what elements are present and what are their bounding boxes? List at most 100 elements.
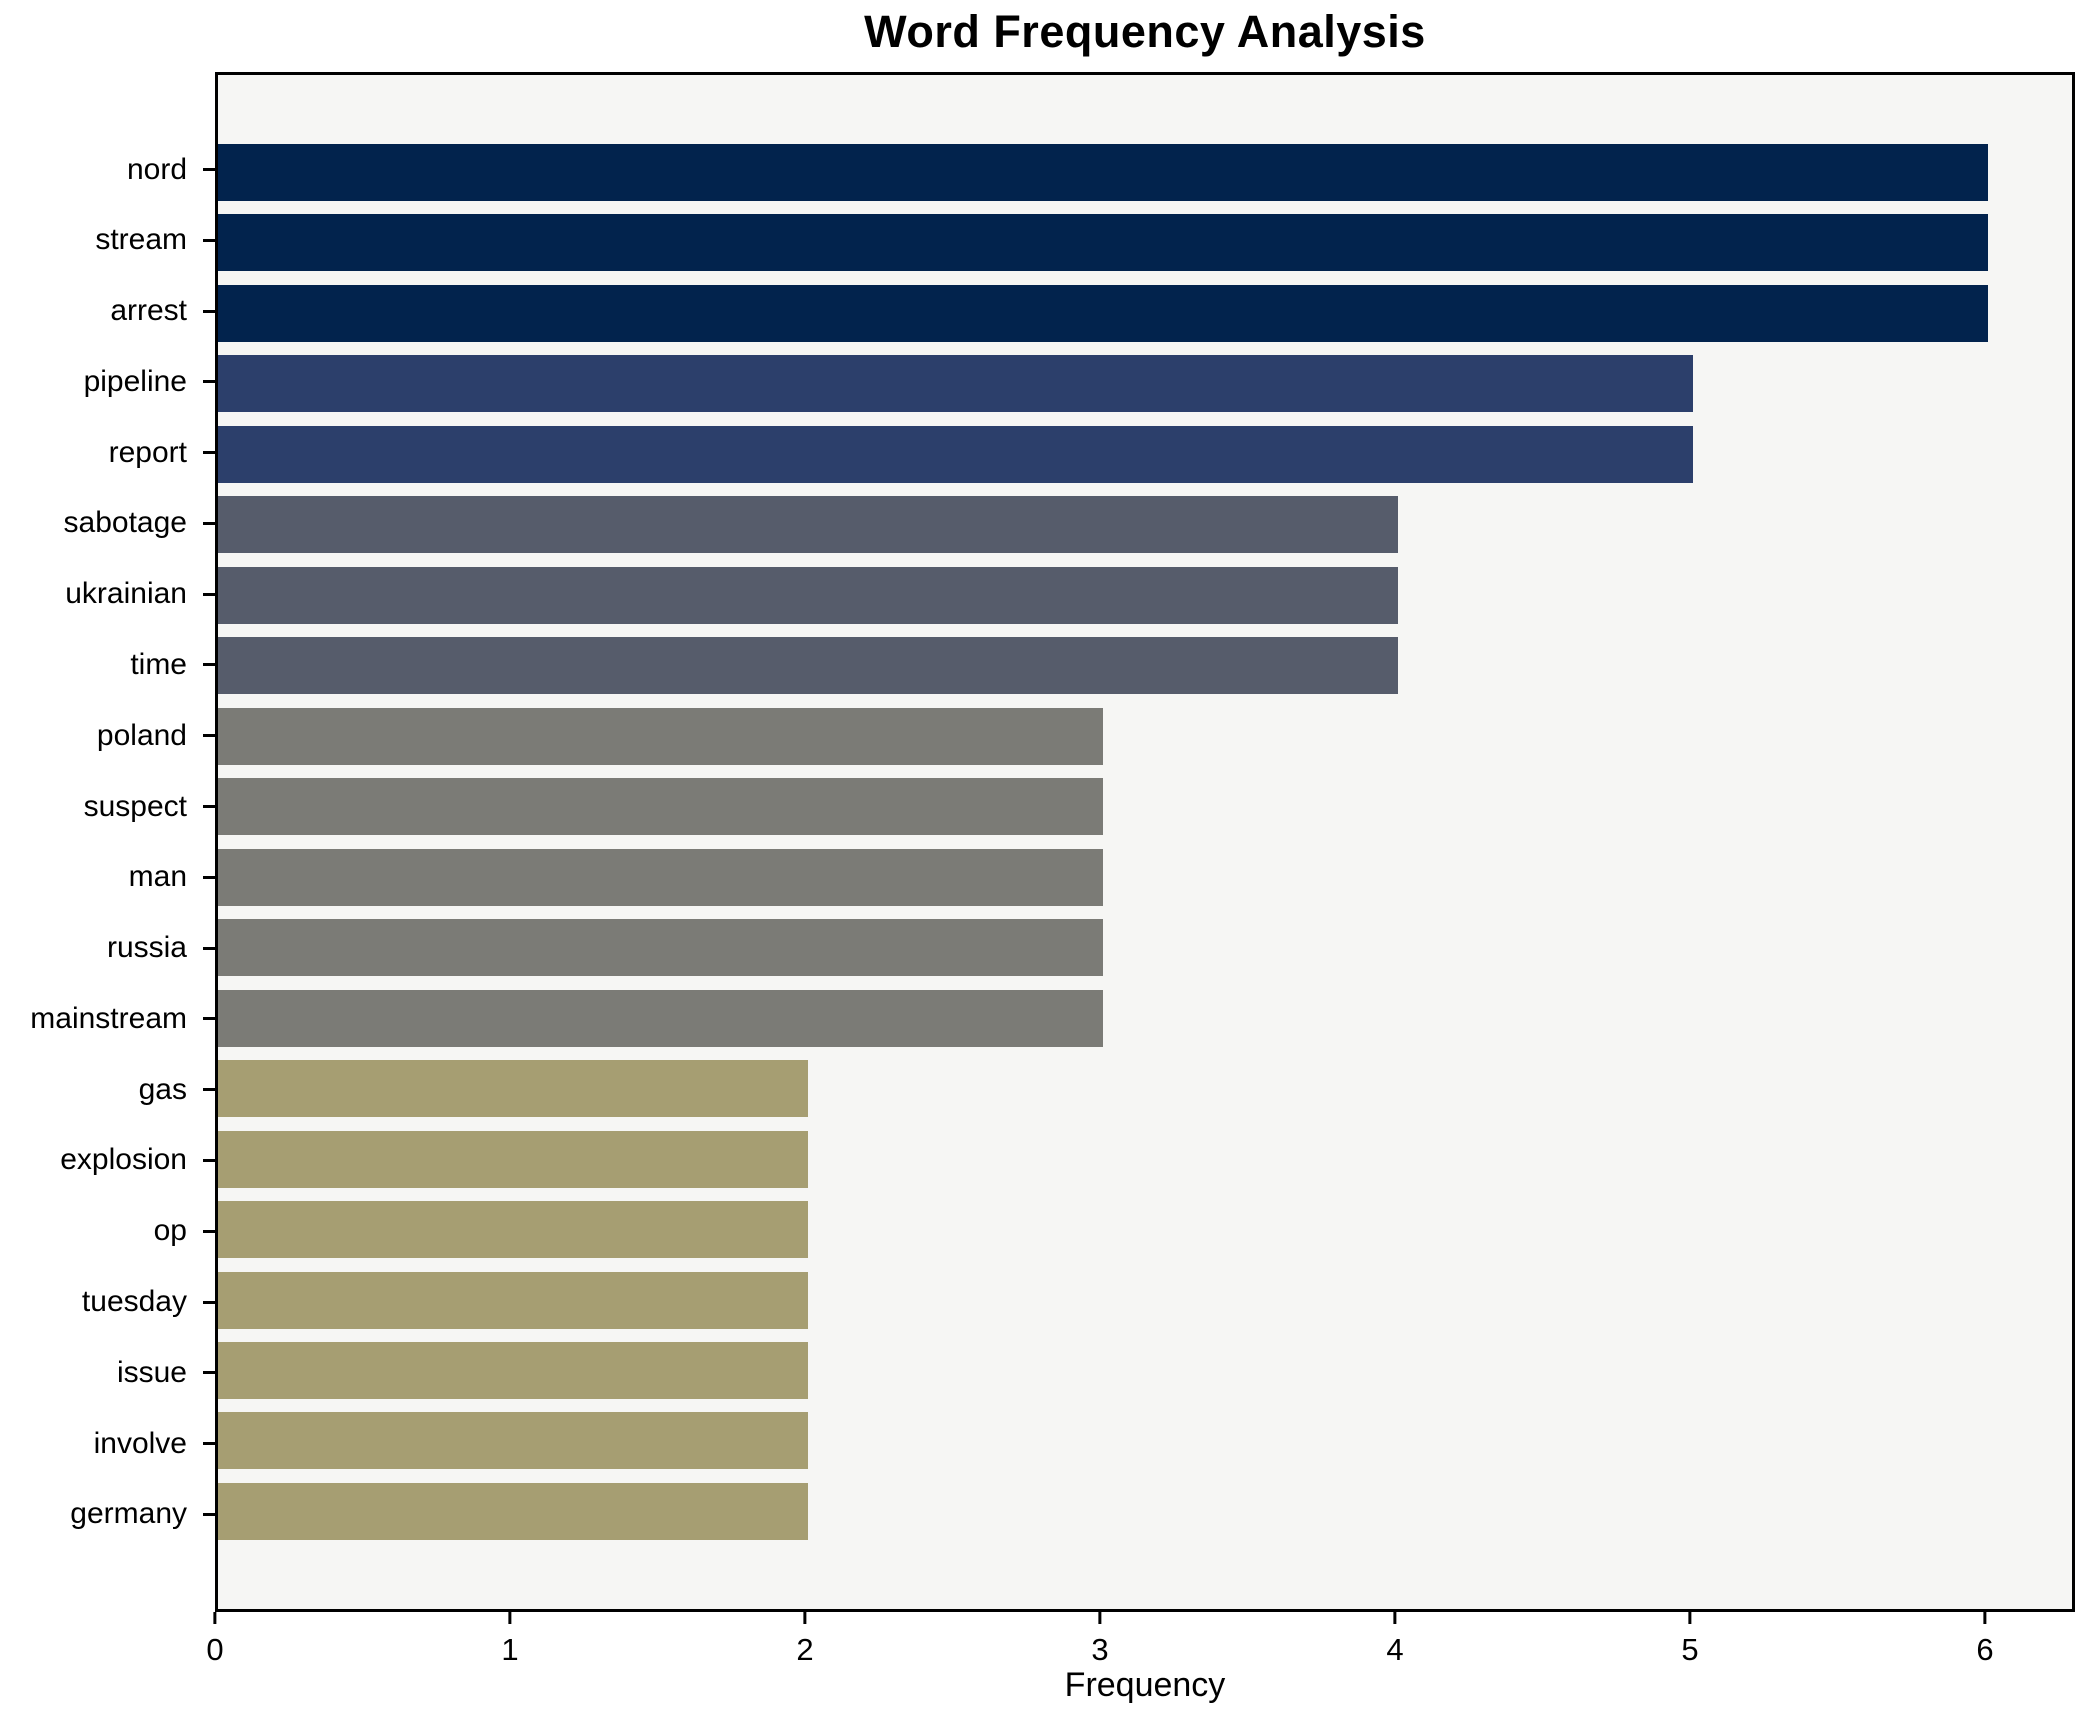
x-axis-title: Frequency [1064,1666,1226,1704]
y-axis-label-text: ukrainian [65,577,187,611]
bar [218,1341,808,1399]
bar [218,496,1398,554]
y-axis-label: arrest [0,283,215,340]
y-axis-label-text: op [153,1214,187,1248]
bar [218,1271,808,1329]
y-tick-mark [203,451,215,455]
x-tick-label: 0 [206,1632,224,1667]
bar [218,144,1988,201]
y-axis-label-text: time [130,647,187,681]
y-axis-label-text: stream [95,223,187,257]
y-axis-label-text: sabotage [63,506,187,540]
y-tick-mark [203,521,215,525]
y-axis-label-text: pipeline [83,364,187,398]
bar [218,778,1103,836]
y-axis-label: tuesday [0,1274,215,1331]
bar [218,566,1398,624]
x-tick-label: 5 [1681,1632,1699,1667]
y-axis-label: poland [0,707,215,764]
x-axis: 0 1 2 3 4 5 6 [206,1612,2075,1702]
y-axis-label-text: tuesday [81,1285,187,1318]
bar [218,1482,808,1540]
bar [218,707,1103,765]
y-tick-mark [203,663,215,667]
bar [218,425,1693,483]
y-axis-label: germany [0,1486,215,1543]
y-axis-label-text: poland [96,718,187,752]
x-tick-label: 1 [501,1632,519,1667]
y-tick-mark [203,946,215,950]
y-tick-mark [203,1158,215,1162]
y-axis-label: mainstream [0,990,215,1047]
y-axis-label: time [0,636,215,693]
chart-title: Word Frequency Analysis [864,6,1426,57]
x-tick: 4 [1386,1612,1404,1668]
y-tick-mark [203,734,215,738]
y-axis-label-text: suspect [83,789,187,823]
x-tick-mark [1098,1612,1102,1624]
y-axis-label-text: explosion [60,1143,187,1177]
y-axis-label: report [0,424,215,481]
x-tick: 0 [206,1612,224,1668]
bar [218,1412,808,1470]
x-tick-mark [803,1612,807,1624]
y-tick-mark [203,238,215,242]
y-tick-mark [203,1512,215,1516]
x-tick-label: 2 [796,1632,814,1667]
y-axis-label-text: gas [138,1072,187,1106]
y-axis-label: stream [0,212,215,269]
x-tick: 3 [1091,1612,1109,1668]
bar [218,1130,808,1188]
y-axis-label: op [0,1203,215,1260]
x-tick: 6 [1976,1612,1994,1668]
y-axis-label-text: germany [70,1497,187,1531]
y-tick-mark [203,1017,215,1021]
y-tick-mark [203,1300,215,1304]
y-axis-label: man [0,849,215,906]
y-tick-mark [203,592,215,596]
y-tick-mark [203,875,215,879]
y-axis-label: explosion [0,1132,215,1189]
bar [218,989,1103,1047]
bar-series [218,75,2072,1609]
bar [218,214,1988,272]
y-axis-label: nord [0,141,215,198]
y-axis-label: pipeline [0,353,215,410]
y-axis-label-text: report [108,435,187,469]
bar [218,848,1103,906]
y-axis-label: sabotage [0,495,215,552]
x-tick-mark [1393,1612,1397,1624]
y-tick-mark [203,1088,215,1092]
bar [218,284,1988,342]
y-tick-mark [203,1371,215,1375]
y-tick-mark [203,309,215,313]
y-axis-label-text: man [128,860,187,894]
x-tick-mark [508,1612,512,1624]
plot-area [215,72,2075,1612]
y-axis-label-text: issue [116,1355,187,1389]
x-tick-mark [213,1612,217,1624]
bar [218,1060,808,1118]
x-tick-mark [1688,1612,1692,1624]
y-tick-mark [203,1229,215,1233]
y-axis-label: involve [0,1415,215,1472]
y-tick-mark [203,1442,215,1446]
bar [218,355,1693,413]
y-tick-mark [203,805,215,809]
bar [218,1201,808,1259]
y-axis-label: ukrainian [0,566,215,623]
y-axis-label-text: russia [106,931,187,965]
x-tick-label: 3 [1091,1632,1109,1667]
bar [218,919,1103,977]
y-tick-mark [203,168,215,171]
bar [218,637,1398,695]
x-tick: 5 [1681,1612,1699,1668]
x-tick-label: 4 [1386,1632,1404,1667]
y-axis-label-text: involve [93,1426,187,1460]
y-axis-label-text: nord [126,152,187,186]
y-axis-label: russia [0,920,215,977]
y-axis-label: gas [0,1061,215,1118]
y-axis: nord stream arrest pipeline report sabotage uk… [0,72,215,1612]
y-tick-mark [203,380,215,384]
